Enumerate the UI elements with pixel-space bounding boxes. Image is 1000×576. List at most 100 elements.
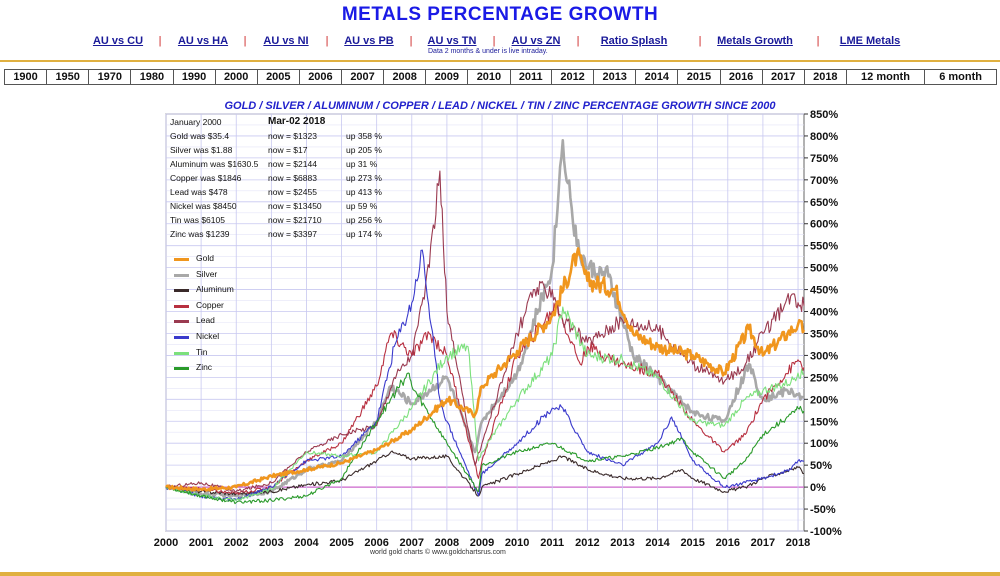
top-nav: AU vs CU | AU vs HA | AU vs NI | AU vs P… xyxy=(0,35,1000,55)
x-tick-label: 2005 xyxy=(329,537,353,549)
summary-was-value: Nickel was $8450 xyxy=(170,201,237,211)
summary-was-value: Aluminum was $1630.5 xyxy=(170,159,259,169)
y-tick-label: 100% xyxy=(810,438,838,450)
range-button-2005[interactable]: 2005 xyxy=(256,69,300,85)
range-button-1980[interactable]: 1980 xyxy=(130,69,174,85)
series-line-zinc xyxy=(165,372,805,505)
legend-swatch xyxy=(174,367,189,371)
y-tick-label: 450% xyxy=(810,285,838,297)
series-line-nickel xyxy=(165,249,805,502)
summary-now-value: now = $21710 xyxy=(268,215,322,225)
range-button-2012[interactable]: 2012 xyxy=(551,69,595,85)
nav-link-ratio-splash[interactable]: Ratio Splash xyxy=(600,35,668,47)
nav-link-metals-growth[interactable]: Metals Growth xyxy=(717,35,793,47)
x-tick-label: 2001 xyxy=(189,537,213,549)
legend-item-copper: Copper xyxy=(174,298,234,314)
legend-item-tin: Tin xyxy=(174,345,234,361)
legend-item-aluminum: Aluminum xyxy=(174,282,234,298)
legend-swatch xyxy=(174,258,189,261)
series-line-lead xyxy=(165,170,805,493)
x-tick-label: 2011 xyxy=(540,537,564,549)
nav-link-au-vs-pb[interactable]: AU vs PB xyxy=(344,35,394,47)
legend-label: Lead xyxy=(196,315,215,326)
x-tick-label: 2009 xyxy=(470,537,494,549)
range-button-1900[interactable]: 1900 xyxy=(4,69,48,85)
range-button-2016[interactable]: 2016 xyxy=(719,69,763,85)
y-tick-label: 350% xyxy=(810,328,838,340)
y-tick-label: -50% xyxy=(810,504,836,516)
summary-up-value: up 413 % xyxy=(346,187,382,197)
x-tick-label: 2008 xyxy=(435,537,459,549)
summary-was-value: Zinc was $1239 xyxy=(170,229,230,239)
summary-was-value: Tin was $6105 xyxy=(170,215,225,225)
nav-link-lme-metals[interactable]: LME Metals xyxy=(839,35,901,47)
summary-now-value: now = $1323 xyxy=(268,131,317,141)
y-tick-label: 700% xyxy=(810,175,838,187)
y-tick-label: 50% xyxy=(810,460,832,472)
live-data-note: Data 2 months & under is live intraday. xyxy=(428,48,548,55)
summary-now-value: now = $13450 xyxy=(268,201,322,211)
legend-item-lead: Lead xyxy=(174,313,234,329)
nav-separator: | xyxy=(158,35,162,47)
y-tick-label: 200% xyxy=(810,394,838,406)
range-button-2009[interactable]: 2009 xyxy=(425,69,469,85)
y-tick-label: 400% xyxy=(810,307,838,319)
summary-now-value: now = $2455 xyxy=(268,187,317,197)
range-button-2011[interactable]: 2011 xyxy=(509,69,553,85)
y-tick-label: 600% xyxy=(810,219,838,231)
legend-swatch xyxy=(174,335,189,339)
x-tick-label: 2000 xyxy=(154,537,178,549)
range-button-1970[interactable]: 1970 xyxy=(88,69,132,85)
summary-up-value: up 358 % xyxy=(346,131,382,141)
legend-label: Zinc xyxy=(196,362,213,373)
range-button-1950[interactable]: 1950 xyxy=(46,69,90,85)
range-button-6-month[interactable]: 6 month xyxy=(924,69,998,85)
nav-separator: | xyxy=(243,35,247,47)
y-tick-label: 800% xyxy=(810,131,838,143)
x-tick-label: 2007 xyxy=(400,537,424,549)
range-button-2017[interactable]: 2017 xyxy=(761,69,805,85)
legend-label: Aluminum xyxy=(196,284,234,295)
y-tick-label: 300% xyxy=(810,350,838,362)
chart-credit: world gold charts © www.goldchartsrus.co… xyxy=(370,549,506,556)
range-button-2007[interactable]: 2007 xyxy=(341,69,385,85)
summary-was-value: Silver was $1.88 xyxy=(170,145,233,155)
y-tick-label: 150% xyxy=(810,416,838,428)
nav-separator: | xyxy=(492,35,496,47)
range-button-2010[interactable]: 2010 xyxy=(467,69,511,85)
nav-link-au-vs-ni[interactable]: AU vs NI xyxy=(263,35,309,47)
nav-link-au-vs-ha[interactable]: AU vs HA xyxy=(177,35,229,47)
summary-up-value: up 205 % xyxy=(346,145,382,155)
nav-link-au-vs-cu[interactable]: AU vs CU xyxy=(92,35,144,47)
y-tick-label: 650% xyxy=(810,197,838,209)
y-tick-label: -100% xyxy=(810,526,842,538)
legend-label: Gold xyxy=(196,253,214,263)
range-button-2006[interactable]: 2006 xyxy=(298,69,342,85)
range-button-2015[interactable]: 2015 xyxy=(677,69,721,85)
summary-up-value: up 256 % xyxy=(346,215,382,225)
x-tick-label: 2010 xyxy=(505,537,529,549)
range-button-2000[interactable]: 2000 xyxy=(214,69,258,85)
current-date-label: Mar-02 2018 xyxy=(268,116,326,127)
nav-link-au-vs-tn[interactable]: AU vs TN xyxy=(427,35,477,47)
series-line-gold xyxy=(165,247,806,492)
nav-link-au-vs-zn[interactable]: AU vs ZN xyxy=(511,35,561,47)
x-tick-label: 2017 xyxy=(751,537,775,549)
summary-now-value: now = $3397 xyxy=(268,229,317,239)
x-tick-label: 2018 xyxy=(786,537,810,549)
range-button-2018[interactable]: 2018 xyxy=(803,69,847,85)
summary-up-value: up 59 % xyxy=(346,201,378,211)
summary-was-value: Gold was $35.4 xyxy=(170,131,230,141)
x-tick-label: 2015 xyxy=(680,537,704,549)
range-button-12-month[interactable]: 12 month xyxy=(845,69,926,85)
y-tick-label: 750% xyxy=(810,153,838,165)
chart-legend: Gold Silver Aluminum Copper Lead Nickel Tin Zin… xyxy=(174,251,234,376)
nav-separator: | xyxy=(698,35,702,47)
y-tick-label: 850% xyxy=(810,109,838,121)
legend-swatch xyxy=(174,289,189,293)
series-line-tin xyxy=(165,306,805,502)
legend-item-nickel: Nickel xyxy=(174,329,234,345)
legend-item-zinc: Zinc xyxy=(174,360,234,376)
footer-bar xyxy=(0,572,1000,576)
